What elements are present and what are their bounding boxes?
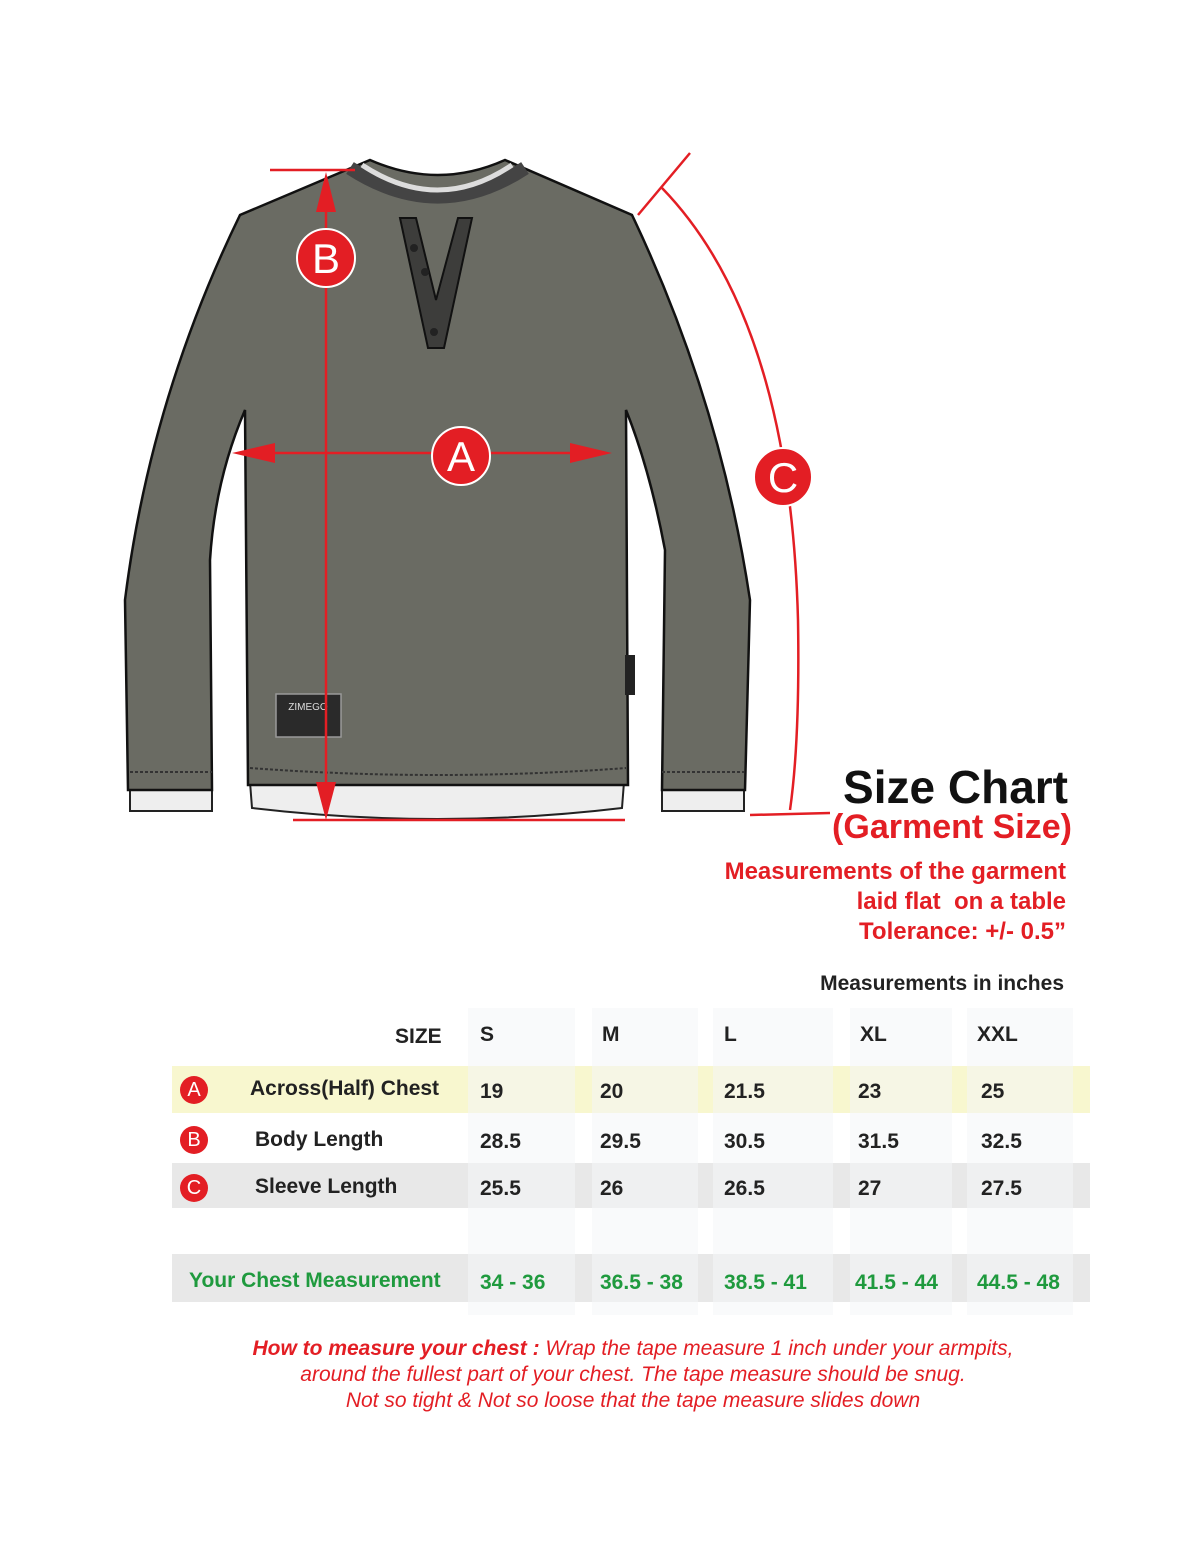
how-to-line: Wrap the tape measure 1 inch under your …	[539, 1337, 1014, 1360]
row-label: Sleeve Length	[255, 1175, 398, 1198]
size-header-m: M	[602, 1023, 620, 1046]
arrow-down-icon	[316, 782, 336, 820]
shirt-illustration: ZIMEGO B A C	[123, 152, 831, 822]
how-to-measure-note: How to measure your chest : Wrap the tap…	[0, 1336, 1200, 1414]
column-l	[713, 1008, 833, 1315]
side-tag	[625, 655, 635, 695]
size-header-s: S	[480, 1023, 495, 1046]
column-xl	[850, 1008, 952, 1315]
shirt-body: ZIMEGO	[123, 158, 752, 820]
marker-b-badge: B	[180, 1126, 208, 1154]
note-line: Measurements of the garment	[724, 858, 1066, 885]
measurement-lines	[255, 152, 831, 822]
cell: 27	[858, 1177, 882, 1200]
row-label: Across(Half) Chest	[250, 1077, 440, 1100]
cell: 32.5	[981, 1130, 1022, 1153]
arrow-up-icon	[316, 172, 336, 212]
units-label: Measurements in inches	[820, 972, 1064, 995]
cell: 20	[600, 1080, 624, 1103]
cell: 25.5	[480, 1177, 521, 1200]
arrow-right-icon	[570, 443, 612, 463]
cell: 30.5	[724, 1130, 765, 1153]
cell: 31.5	[858, 1130, 899, 1153]
cell: 29.5	[600, 1130, 641, 1153]
page-title: Size Chart	[843, 761, 1068, 813]
cell: 23	[858, 1080, 882, 1103]
svg-text:ZIMEGO: ZIMEGO	[288, 702, 328, 713]
marker-c-badge: C	[180, 1174, 208, 1202]
marker-a-badge: A	[180, 1076, 208, 1104]
column-s	[468, 1008, 575, 1315]
size-header-xl: XL	[860, 1023, 887, 1046]
marker-b	[296, 228, 356, 288]
row-label: Body Length	[255, 1128, 384, 1151]
cell: 25	[981, 1080, 1005, 1103]
cell: 19	[480, 1080, 504, 1103]
how-to-lead: How to measure your chest :	[252, 1337, 540, 1360]
cell: 26	[600, 1177, 624, 1200]
cell: 26.5	[724, 1177, 765, 1200]
page-subtitle: (Garment Size)	[832, 808, 1072, 846]
cell: 28.5	[480, 1130, 521, 1153]
column-xxl	[967, 1008, 1073, 1315]
note-line: Tolerance: +/- 0.5”	[859, 918, 1066, 945]
logo-patch	[275, 693, 342, 738]
marker-a-label: A	[447, 433, 475, 480]
how-to-line: Not so tight & Not so loose that the tap…	[345, 1389, 921, 1412]
how-to-line: around the fullest part of your chest. T…	[300, 1363, 966, 1386]
cell: 44.5 - 48	[977, 1271, 1060, 1294]
size-header: SIZE	[395, 1025, 442, 1048]
marker-a	[431, 426, 491, 486]
size-header-l: L	[724, 1023, 737, 1046]
column-m	[592, 1008, 698, 1315]
arrow-left-icon	[232, 443, 275, 463]
row-label: Your Chest Measurement	[189, 1269, 441, 1292]
size-header-xxl: XXL	[977, 1023, 1018, 1046]
cell: 41.5 - 44	[855, 1271, 938, 1294]
cell: 27.5	[981, 1177, 1022, 1200]
cell: 38.5 - 41	[724, 1271, 807, 1294]
marker-b-label: B	[312, 235, 340, 282]
cell: 36.5 - 38	[600, 1271, 683, 1294]
cell: 21.5	[724, 1080, 765, 1103]
note-line: laid flat on a table	[856, 888, 1066, 915]
marker-c-label: C	[768, 454, 798, 501]
marker-c	[753, 447, 813, 507]
cell: 34 - 36	[480, 1271, 546, 1294]
